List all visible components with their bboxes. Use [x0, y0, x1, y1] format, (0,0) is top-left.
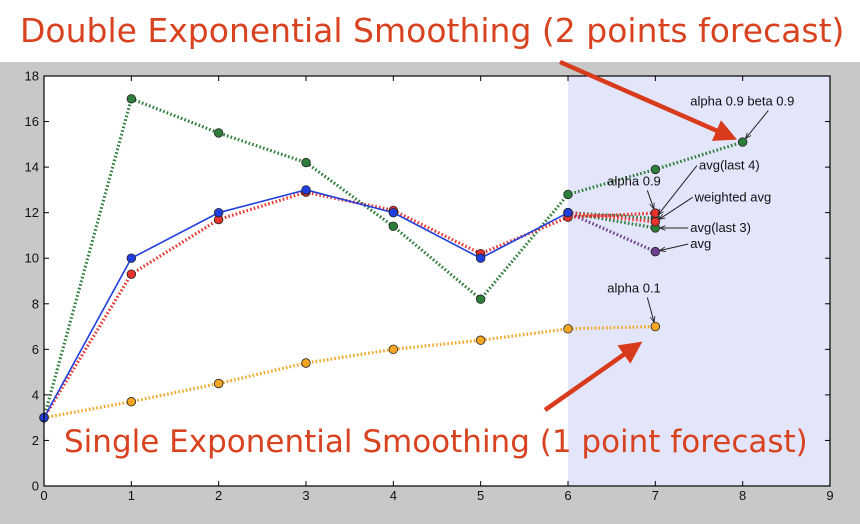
data-point-actual [213, 207, 224, 218]
series-line-weighted_avg [567, 211, 656, 224]
plot-border [43, 75, 831, 487]
data-point-actual [475, 253, 486, 263]
y-tick-label: 10 [25, 251, 39, 266]
data-point-weighted_avg [650, 217, 661, 227]
caption-arrow-top_caption [559, 59, 738, 141]
y-tick-label: 12 [25, 205, 39, 220]
y-tick-label: 6 [32, 342, 39, 357]
forecast-region [568, 76, 830, 486]
data-point-actual [126, 253, 137, 263]
annotation-arrow [660, 243, 689, 251]
y-tick-label: 4 [32, 387, 39, 402]
y-tick-label: 2 [32, 433, 39, 448]
data-point-double [126, 94, 137, 104]
annotation-layer: alpha 0.9 beta 0.9 avg(last 4) alpha 0.9 we… [607, 94, 794, 322]
data-point-alpha_09 [126, 269, 137, 279]
x-tick-label: 9 [826, 488, 833, 503]
x-tick-label: 6 [564, 488, 571, 503]
annotation-arrow [658, 165, 698, 214]
y-tick-label: 14 [25, 160, 39, 175]
y-tick-label: 16 [25, 114, 39, 129]
data-point-alpha_01 [213, 378, 224, 389]
top-caption-background [0, 0, 860, 62]
data-point-double [213, 128, 224, 138]
data-point-actual [388, 207, 399, 218]
data-point-double [475, 294, 486, 304]
series-line-avg [567, 211, 656, 254]
data-point-actual [563, 207, 573, 218]
series-line-avg_last4 [567, 211, 656, 220]
data-point-double [388, 221, 399, 232]
annotation-label: avg [690, 236, 711, 251]
y-tick-label: 0 [32, 479, 39, 494]
data-point-alpha_01 [126, 397, 137, 407]
annotation-arrow [646, 190, 653, 208]
data-point-alpha_01 [563, 324, 573, 334]
data-point-alpha_01 [650, 321, 661, 332]
data-point-double [563, 189, 573, 200]
data-point-double [737, 137, 748, 147]
data-point-double [301, 157, 311, 168]
caption-arrow-bottom_caption [543, 341, 643, 412]
big-arrow-layer [543, 59, 738, 412]
annotation-label: weighted avg [694, 189, 772, 204]
annotation-label: avg(last 3) [690, 220, 751, 235]
x-tick-label: 5 [477, 488, 484, 503]
annotation-label: alpha 0.9 [607, 173, 661, 188]
data-point-avg [650, 246, 661, 257]
annotation-label: avg(last 4) [699, 157, 760, 172]
series-layer [39, 94, 748, 423]
y-tick-label: 18 [25, 69, 39, 84]
y-tick-label: 8 [32, 296, 39, 311]
annotation-arrow [660, 196, 693, 219]
data-point-actual [301, 185, 311, 195]
x-tick-label: 7 [652, 488, 659, 503]
annotation-arrow [646, 297, 654, 321]
annotation-label: alpha 0.9 beta 0.9 [690, 94, 794, 109]
annotation-arrow [746, 110, 769, 139]
bottom-caption: Single Exponential Smoothing (1 point fo… [64, 424, 808, 460]
data-point-alpha_01 [301, 358, 311, 368]
annotation-label: alpha 0.1 [607, 280, 661, 295]
x-tick-label: 0 [40, 488, 47, 503]
x-tick-label: 2 [215, 488, 222, 503]
top-caption: Double Exponential Smoothing (2 points f… [20, 11, 844, 50]
data-point-alpha_09 [650, 208, 661, 218]
x-tick-label: 3 [302, 488, 309, 503]
x-tick-label: 1 [128, 488, 135, 503]
data-point-alpha_01 [475, 335, 486, 345]
x-tick-label: 4 [390, 488, 397, 503]
data-point-alpha_01 [388, 344, 399, 355]
x-tick-label: 8 [739, 488, 746, 503]
series-line-alpha_01 [43, 324, 656, 420]
data-point-double [650, 164, 661, 175]
